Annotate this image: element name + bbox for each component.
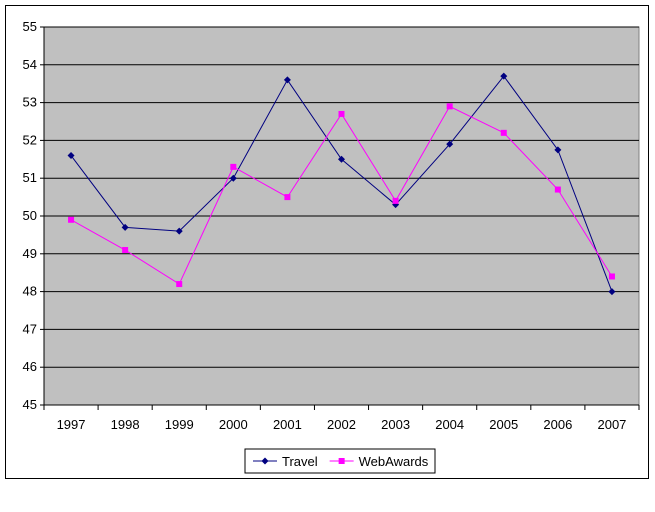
legend-marker-webawards xyxy=(338,458,345,464)
data-point-travel xyxy=(338,155,345,163)
gridlines xyxy=(44,26,639,368)
y-tick-label: 50 xyxy=(23,208,37,223)
legend-marker-travel xyxy=(261,457,269,465)
y-tick-label: 46 xyxy=(23,359,37,374)
data-point-travel xyxy=(554,146,562,154)
y-tick-label: 55 xyxy=(23,19,37,34)
data-point-travel xyxy=(67,152,75,160)
data-point-webawards xyxy=(500,129,507,136)
data-point-webawards xyxy=(230,163,237,170)
x-tick-label: 2007 xyxy=(597,417,626,432)
data-point-webawards xyxy=(284,194,291,201)
data-point-travel xyxy=(175,227,183,235)
series-webawards xyxy=(68,103,615,288)
y-tick-label: 52 xyxy=(23,132,37,147)
y-tick-label: 51 xyxy=(23,170,37,185)
data-point-travel xyxy=(229,174,237,182)
x-axis-ticks: 1997 1998 1999 2000 2001 2002 2003 2004 2005 2006… xyxy=(43,405,640,432)
y-tick-label: 49 xyxy=(23,246,37,261)
x-tick-label: 2004 xyxy=(435,417,464,432)
x-tick-label: 2002 xyxy=(327,417,356,432)
y-tick-label: 54 xyxy=(23,57,37,72)
legend-label-travel: Travel xyxy=(282,454,318,469)
series-layer xyxy=(67,72,616,296)
legend: Travel WebAwards xyxy=(244,448,436,474)
y-tick-label: 48 xyxy=(23,284,37,299)
series-travel xyxy=(67,72,616,296)
data-point-webawards xyxy=(392,197,399,204)
data-point-webawards xyxy=(608,273,615,280)
x-tick-label: 2005 xyxy=(489,417,518,432)
x-tick-label: 2003 xyxy=(381,417,410,432)
data-point-travel xyxy=(500,72,508,80)
data-point-travel xyxy=(608,288,616,296)
data-point-webawards xyxy=(338,110,345,117)
x-tick-label: 1997 xyxy=(57,417,86,432)
x-tick-label: 1998 xyxy=(111,417,140,432)
y-tick-label: 53 xyxy=(23,95,37,110)
y-tick-label: 45 xyxy=(23,397,37,412)
data-point-travel xyxy=(283,76,291,84)
data-point-webawards xyxy=(176,281,183,288)
x-tick-label: 2000 xyxy=(219,417,248,432)
data-point-webawards xyxy=(446,103,453,110)
data-point-travel xyxy=(121,223,129,231)
legend-label-webawards: WebAwards xyxy=(359,454,429,469)
data-point-webawards xyxy=(122,247,129,254)
y-tick-label: 47 xyxy=(23,321,37,336)
data-point-webawards xyxy=(554,186,561,193)
x-tick-label: 2001 xyxy=(273,417,302,432)
data-point-travel xyxy=(446,140,454,148)
y-axis-ticks: 45 46 47 48 49 50 51 52 53 54 55 xyxy=(23,19,44,412)
data-point-webawards xyxy=(68,216,75,223)
x-tick-label: 1999 xyxy=(165,417,194,432)
x-tick-label: 2006 xyxy=(543,417,572,432)
